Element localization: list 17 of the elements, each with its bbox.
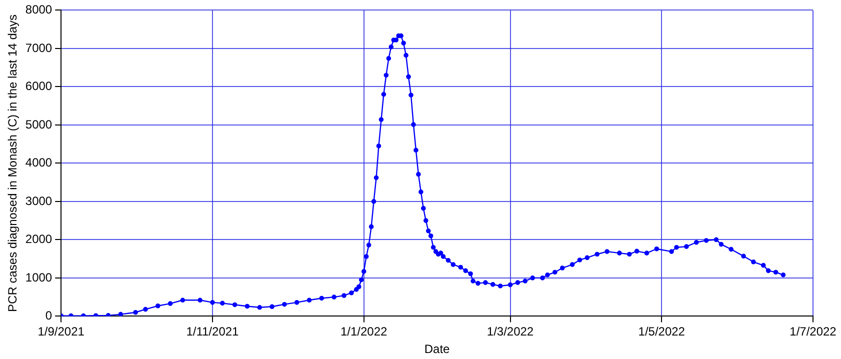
x-tick-label: 1/7/2022: [790, 324, 837, 339]
y-tick-label: 0: [45, 308, 52, 323]
y-tick-label: 6000: [25, 79, 52, 94]
x-axis-title: Date: [424, 342, 450, 356]
y-tick-label: 1000: [25, 270, 52, 284]
y-tick-label: 2000: [25, 232, 52, 246]
y-tick-label: 8000: [25, 2, 52, 17]
y-tick-label: 7000: [25, 40, 52, 55]
x-tick-label: 1/3/2022: [486, 324, 534, 339]
y-axis-title: PCR cases diagnosed in Monash (C) in the last 14 days: [6, 14, 20, 312]
y-tick-label: 5000: [25, 117, 52, 132]
x-tick-label: 1/9/2021: [38, 324, 85, 339]
x-tick-label: 1/1/2022: [340, 324, 388, 339]
y-tick-label: 3000: [25, 194, 52, 208]
x-tick-label: 1/11/2021: [186, 324, 240, 339]
x-tick-label: 1/5/2022: [638, 324, 686, 339]
y-tick-label: 4000: [25, 156, 52, 170]
